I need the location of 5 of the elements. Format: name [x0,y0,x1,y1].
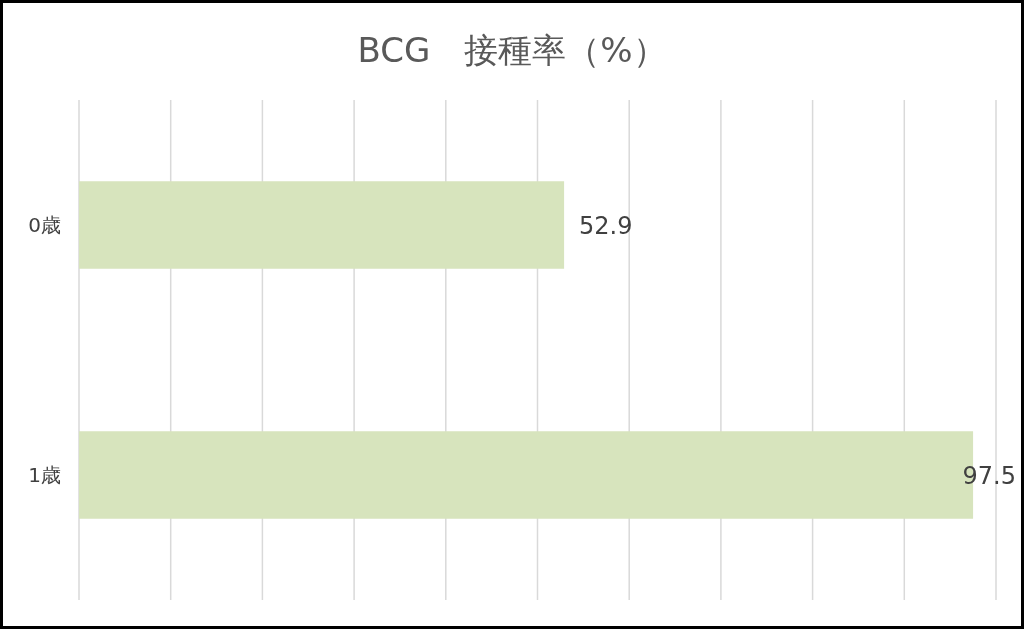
data-label: 97.5 [962,462,1016,490]
y-tick-label: 0歳 [28,213,61,237]
data-label: 52.9 [579,212,633,240]
chart-title: BCG 接種率（%） [357,30,667,70]
y-tick-label: 1歳 [28,463,61,487]
